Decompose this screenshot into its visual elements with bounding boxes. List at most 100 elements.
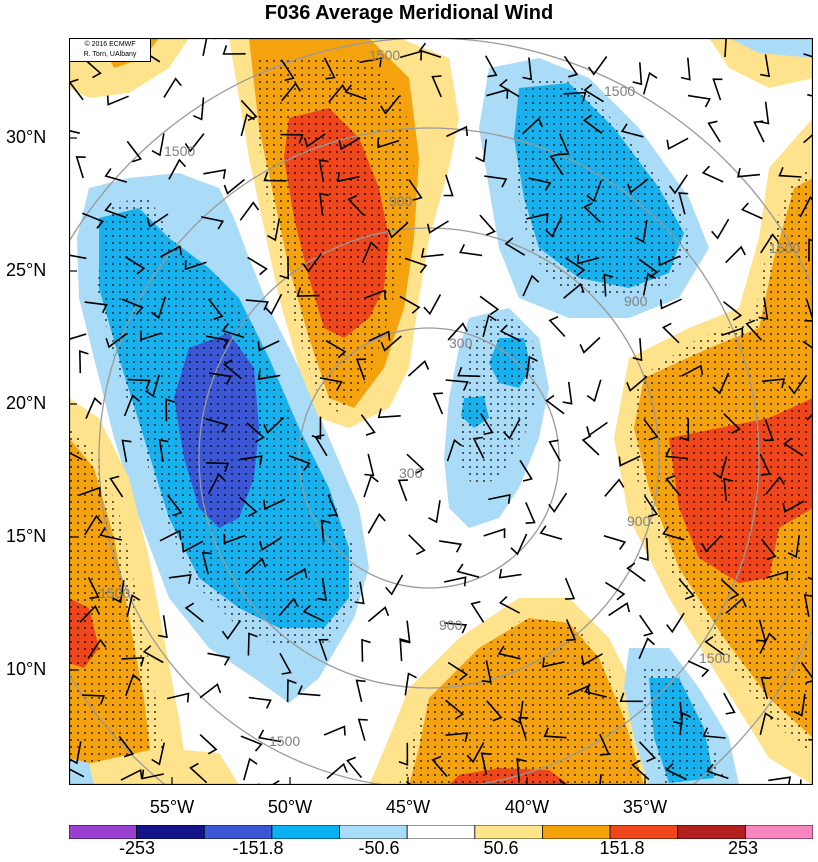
wind-barb [407,359,430,377]
wind-barb [207,652,231,666]
wind-barb [711,218,730,240]
contour-label: 900 [624,293,648,309]
wind-barb [668,174,688,195]
wind-barb [121,656,145,667]
wind-barb [526,212,549,224]
colorbar-label: -151.8 [232,838,284,858]
wind-barb [639,614,654,637]
contour-label: 1500 [699,650,730,666]
wind-barb [788,374,808,395]
wind-barb [626,562,646,582]
wind-barb [619,692,643,703]
colorbar-swatch [744,824,814,840]
colorbar [68,824,814,840]
wind-barb [160,245,183,258]
wind-barb [240,735,263,752]
colorbar-label: 253 [727,838,759,858]
wind-barb [167,494,183,517]
wind-barb [121,298,144,315]
wind-barb [168,158,187,180]
wind-barb [426,220,449,234]
wind-barb [522,117,544,135]
wind-barb [184,133,205,153]
wind-barb [480,752,491,775]
wind-barb [104,168,128,183]
wind-barb [545,216,563,238]
wind-barb [184,602,204,623]
wind-barb [141,769,164,780]
wind-barb [257,340,280,352]
wind-barb [192,97,205,121]
wind-barb [706,763,729,780]
wind-barb [763,419,775,442]
wind-barb [297,685,321,697]
wind-barb [808,238,813,262]
wind-barb [543,727,567,739]
wind-barb [367,606,390,623]
wind-barb [472,436,485,459]
colorbar-swatch [542,824,611,840]
wind-barb [661,322,680,344]
wind-barb [627,178,649,194]
wind-barb [586,180,603,203]
wind-barb [69,759,85,778]
meridional-wind-map: 300 300 900 900 900 900 1500 1500 1500 1… [68,37,814,786]
wind-barb [559,133,570,156]
wind-barb [723,477,734,501]
wind-barb [338,137,361,151]
wind-barb [565,257,586,277]
wind-barb [565,619,577,641]
wind-barb [620,123,644,138]
wind-barb [104,202,127,219]
wind-barb [723,413,741,434]
map-title: F036 Average Meridional Wind [264,2,554,24]
wind-barb [481,660,492,683]
wind-barb [87,577,100,600]
wind-barb [721,327,744,338]
wind-barb [459,244,483,257]
wind-barb [363,474,379,498]
wind-barb [525,355,538,379]
wind-barb [79,605,101,623]
wind-barb [150,296,167,320]
wind-barb [562,381,573,405]
wind-barb [360,414,376,436]
wind-barb [257,370,281,381]
wind-barb [466,742,485,764]
wind-barb [665,475,682,497]
wind-barb [327,494,338,517]
wind-barb [199,683,222,699]
wind-barb [548,439,561,462]
wind-barb [659,298,682,310]
wind-barb [721,579,740,600]
wind-barb [783,437,804,457]
wind-barb [243,757,258,781]
wind-barb [724,38,735,58]
wind-barb [511,700,524,724]
wind-barb [127,378,151,390]
wind-barb [240,113,255,137]
wind-barb [199,734,218,755]
wind-barb [202,38,216,56]
lat-label: 30°N [6,127,47,147]
wind-barb [203,169,227,180]
lon-label: 55°W [149,797,195,817]
colorbar-label: -50.6 [358,838,400,858]
colorbar-swatch [474,824,543,840]
wind-barb [223,359,242,380]
wind-barb [377,408,401,419]
lon-label: 45°W [385,797,431,817]
credit-line: © 2016 ECMWF [84,41,136,48]
wind-barb [418,42,442,58]
wind-barb [502,418,521,440]
wind-barb [483,527,506,539]
wind-barb [221,323,245,339]
wind-barb [782,500,805,513]
wind-barb [319,377,343,391]
wind-barb [126,140,143,163]
contour-label: 1500 [269,733,300,749]
wind-barb [168,573,192,584]
wind-barb [319,192,329,216]
wind-barb [125,673,141,696]
wind-barb [163,77,182,98]
